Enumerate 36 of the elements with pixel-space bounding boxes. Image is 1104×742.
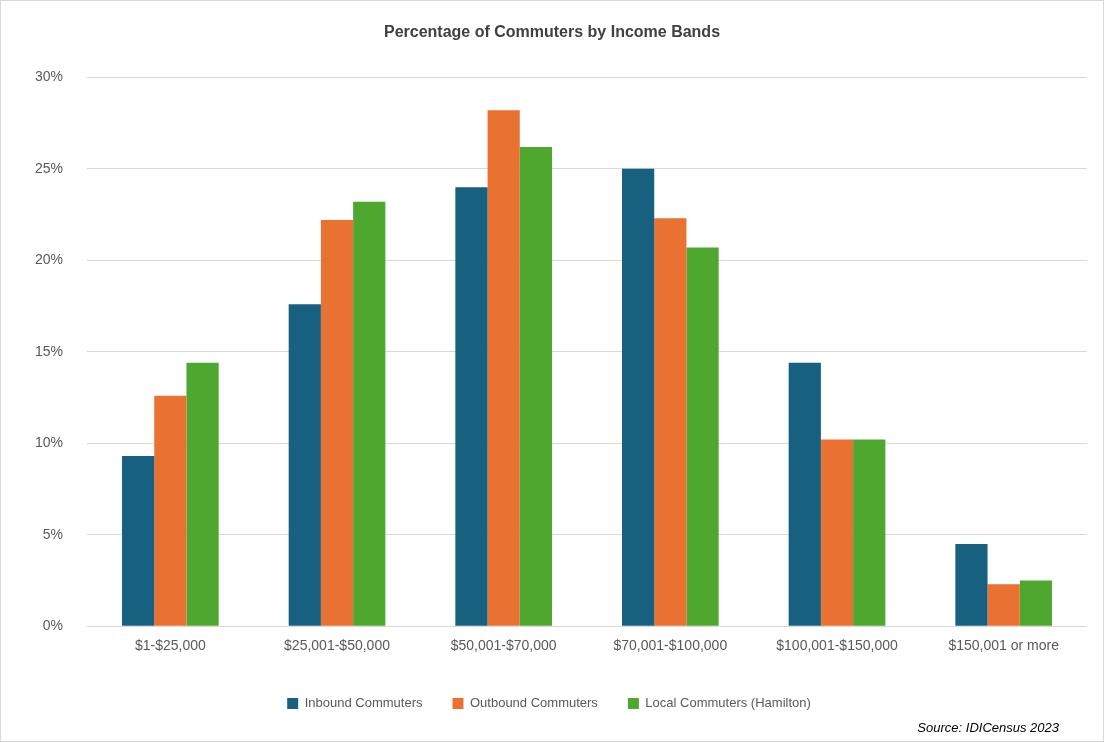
bar: [686, 247, 719, 626]
bar: [788, 362, 821, 626]
y-tick-label: 5%: [42, 525, 64, 542]
y-tick-label: 0%: [42, 617, 64, 634]
x-tick-label: $100,001-$150,000: [776, 637, 898, 654]
x-tick-label: $70,001-$100,000: [613, 637, 728, 654]
y-tick-label: 10%: [34, 434, 64, 451]
bar: [654, 218, 687, 626]
bar: [955, 543, 988, 626]
bar: [122, 456, 155, 626]
legend-label: Inbound Commuters: [304, 695, 423, 711]
y-tick-label: 20%: [34, 251, 64, 268]
bar: [154, 395, 187, 626]
bar: [853, 439, 886, 626]
bar: [519, 146, 553, 626]
x-tick-label: $150,001 or more: [948, 637, 1060, 654]
bar: [455, 187, 488, 626]
bar: [622, 168, 655, 626]
bar: [320, 220, 354, 626]
x-tick-label: $50,001-$70,000: [450, 637, 557, 654]
bar: [288, 304, 321, 626]
legend-label: Outbound Commuters: [469, 695, 599, 711]
bar: [987, 584, 1020, 626]
chart-title: Percentage of Commuters by Income Bands: [382, 23, 722, 41]
bar: [487, 110, 520, 626]
bar: [186, 362, 219, 626]
y-tick-label: 15%: [34, 342, 64, 359]
x-tick-label: $1-$25,000: [134, 637, 206, 654]
bar: [820, 439, 854, 626]
source-note: Source: IDICensus 2023: [917, 720, 1059, 735]
y-tick-label: 25%: [34, 159, 64, 176]
y-tick-label: 30%: [34, 68, 64, 85]
bar: [1019, 580, 1052, 626]
x-tick-label: $25,001-$50,000: [284, 637, 391, 654]
bar: [353, 201, 386, 626]
legend-label: Local Commuters (Hamilton): [645, 695, 811, 711]
